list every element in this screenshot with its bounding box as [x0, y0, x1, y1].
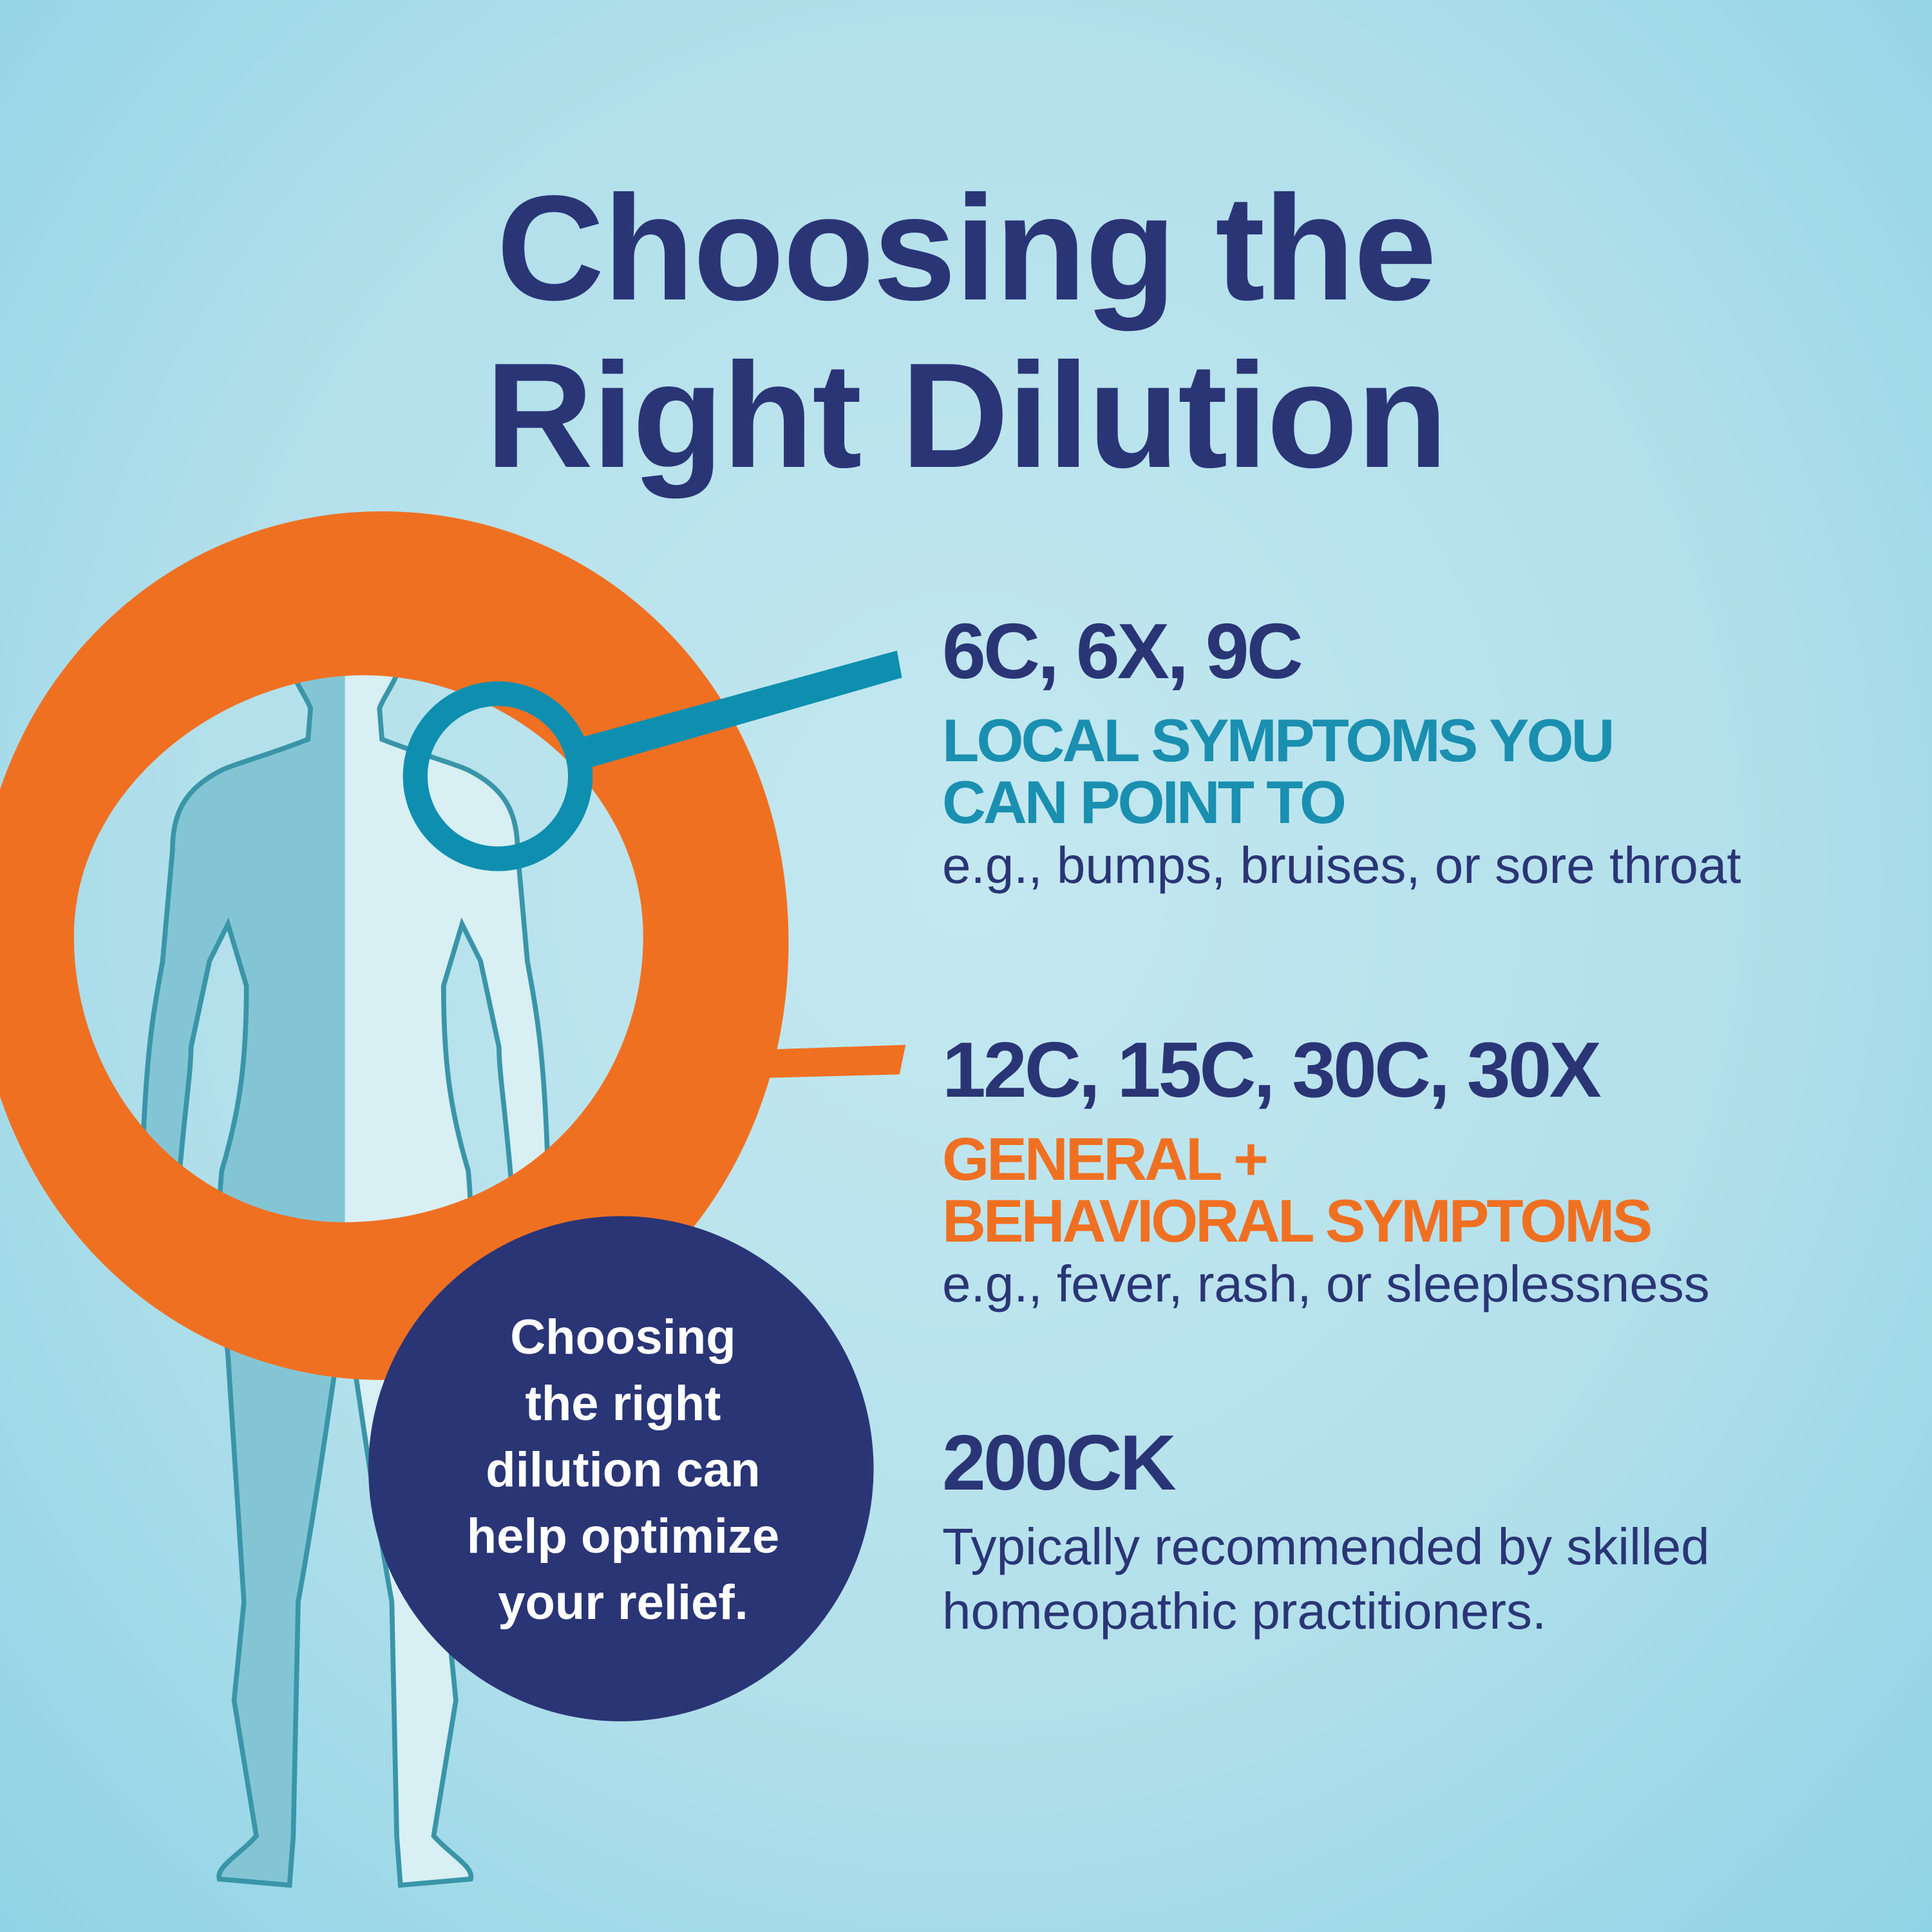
- category-line: GENERAL +: [942, 1125, 1269, 1193]
- category-line: CAN POINT TO: [942, 768, 1347, 836]
- callout-text: Choosing the right dilution can help opt…: [386, 1304, 860, 1636]
- blue-highlight-circle: [402, 681, 593, 871]
- page-title-line2: Right Dilution: [485, 332, 1448, 499]
- example-text: e.g., fever, rash, or sleeplessness: [942, 1255, 1710, 1312]
- orange-brush-ring: [0, 511, 789, 1380]
- callout-line: Choosing: [510, 1310, 736, 1365]
- dilution-values: 200CK: [942, 1419, 1177, 1506]
- page-title-line1: Choosing the: [496, 165, 1437, 332]
- callout-line: your relief.: [498, 1575, 748, 1630]
- category-line: LOCAL SYMPTOMS YOU: [942, 706, 1615, 774]
- category-line: BEHAVIORAL SYMPTOMS: [942, 1187, 1653, 1255]
- blue-pointer-line: [574, 650, 902, 770]
- callout-line: dilution can: [486, 1443, 761, 1497]
- dilution-values: 6C, 6X, 9C: [942, 607, 1303, 695]
- description-line: Typically recommended by skilled: [942, 1518, 1710, 1575]
- callout-circle: [368, 1216, 874, 1721]
- section-general: 12C, 15C, 30C, 30X GENERAL + BEHAVIORAL …: [942, 1030, 1710, 1316]
- dilution-values: 12C, 15C, 30C, 30X: [942, 1026, 1602, 1113]
- example-text: e.g., bumps, bruises, or sore throat: [942, 837, 1741, 894]
- orange-pointer-line: [757, 1045, 906, 1079]
- description-line: homeopathic practitioners.: [942, 1582, 1547, 1640]
- callout-line: help optimize: [466, 1509, 780, 1564]
- callout-line: the right: [525, 1376, 721, 1431]
- section-200ck: 200CK Typically recommended by skilled h…: [942, 1423, 1710, 1643]
- section-local: 6C, 6X, 9C LOCAL SYMPTOMS YOU CAN POINT …: [942, 612, 1741, 898]
